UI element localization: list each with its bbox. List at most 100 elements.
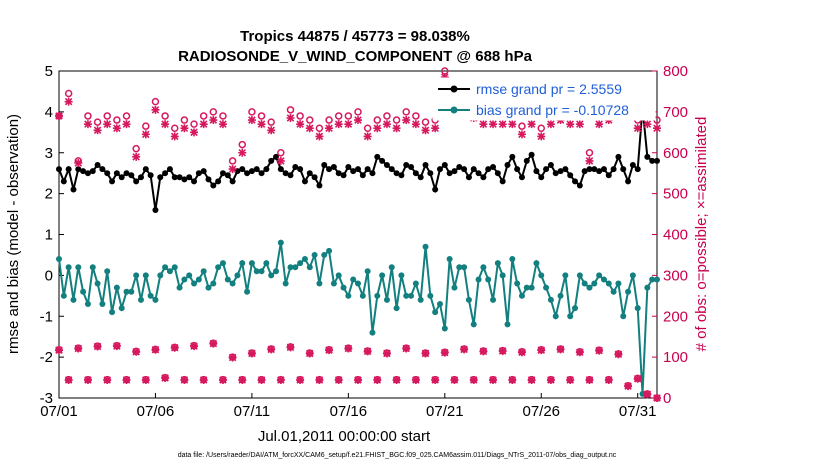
- obs-assimilated-marker: [296, 376, 305, 385]
- rmse-point: [490, 164, 497, 171]
- rmse-point: [80, 168, 87, 175]
- bias-point: [181, 276, 188, 283]
- x-tick-label: 07/16: [330, 403, 368, 420]
- obs-assimilated-marker: [421, 349, 430, 358]
- legend: rmse grand pr = 2.5559 bias grand pr = -…: [432, 77, 656, 121]
- obs-assimilated-marker: [132, 347, 141, 356]
- obs-possible-marker: [113, 116, 121, 124]
- obs-assimilated-marker: [209, 339, 218, 348]
- bias-point: [523, 284, 530, 291]
- bias-point: [65, 264, 72, 271]
- obs-assimilated-marker: [624, 382, 633, 391]
- rmse-point: [157, 174, 164, 181]
- bias-point: [610, 288, 617, 295]
- bias-point: [234, 272, 241, 279]
- legend-bias-label: bias grand pr = -0.10728: [476, 102, 629, 118]
- rmse-point: [99, 166, 106, 173]
- bias-point: [634, 305, 641, 312]
- rmse-point: [572, 178, 579, 185]
- rmse-point: [634, 166, 641, 173]
- obs-assimilated-marker: [431, 124, 440, 133]
- obs-assimilated-marker: [479, 347, 488, 356]
- rmse-point: [311, 174, 318, 181]
- bias-point: [191, 280, 198, 287]
- bias-point: [557, 292, 564, 299]
- obs-possible-marker: [170, 124, 179, 132]
- rmse-point: [528, 151, 535, 158]
- y-right-tick-label: 200: [663, 308, 688, 325]
- obs-assimilated-marker: [517, 348, 526, 357]
- y-tick-label: 2: [45, 186, 53, 203]
- rmse-point: [340, 172, 347, 179]
- plot-area: [59, 71, 657, 398]
- bias-point: [605, 280, 612, 287]
- rmse-point: [316, 182, 323, 189]
- obs-assimilated-marker: [402, 344, 411, 353]
- rmse-point: [335, 170, 342, 177]
- obs-assimilated-marker: [489, 120, 498, 129]
- rmse-point: [113, 170, 120, 177]
- bias-point: [253, 268, 260, 275]
- rmse-point: [475, 170, 482, 177]
- obs-assimilated-marker: [469, 376, 478, 385]
- bias-point: [374, 292, 381, 299]
- rmse-point: [567, 172, 574, 179]
- bias-point: [277, 239, 284, 246]
- obs-assimilated-marker: [286, 343, 295, 352]
- bias-point: [287, 264, 294, 271]
- obs-assimilated-marker: [74, 344, 83, 353]
- y-tick-label: -2: [40, 349, 53, 366]
- rmse-point: [364, 166, 371, 173]
- obs-assimilated-marker: [180, 124, 189, 133]
- obs-assimilated-marker: [305, 124, 314, 133]
- bias-point: [644, 284, 651, 291]
- obs-possible-marker: [277, 149, 285, 157]
- obs-assimilated-marker: [238, 376, 247, 385]
- rmse-point: [142, 166, 149, 173]
- bias-point: [567, 313, 574, 320]
- obs-possible-marker: [354, 108, 362, 116]
- rmse-point: [89, 168, 96, 175]
- obs-assimilated-marker: [344, 344, 353, 353]
- rmse-point: [403, 162, 410, 169]
- rmse-point: [605, 172, 612, 179]
- obs-assimilated-marker: [151, 105, 160, 114]
- rmse-point: [359, 172, 366, 179]
- obs-assimilated-marker: [575, 120, 584, 129]
- rmse-point: [137, 174, 144, 181]
- rmse-point: [253, 166, 260, 173]
- obs-assimilated-marker: [440, 73, 449, 82]
- obs-assimilated-marker: [498, 120, 507, 129]
- bias-point: [398, 272, 405, 279]
- rmse-point: [109, 178, 116, 185]
- obs-assimilated-marker: [334, 376, 343, 385]
- chart-subtitle: RADIOSONDE_V_WIND_COMPONENT @ 688 hPa: [178, 48, 533, 65]
- obs-assimilated-marker: [286, 114, 295, 123]
- obs-possible-marker: [84, 112, 92, 120]
- rmse-point: [268, 157, 275, 164]
- bias-point: [142, 272, 149, 279]
- obs-assimilated-marker: [653, 124, 661, 133]
- series-rmse: [56, 104, 660, 213]
- rmse-point: [350, 168, 357, 175]
- rmse-point: [128, 172, 135, 179]
- bias-point: [200, 268, 207, 275]
- obs-assimilated-marker: [508, 376, 517, 385]
- obs-assimilated-marker: [440, 348, 449, 357]
- bias-point: [301, 256, 308, 263]
- bias-point: [297, 260, 304, 267]
- bias-point: [326, 247, 333, 254]
- rmse-point: [65, 166, 72, 173]
- bias-point: [518, 292, 525, 299]
- bias-point: [345, 292, 352, 299]
- bias-point: [451, 284, 458, 291]
- bias-point: [56, 256, 62, 263]
- obs-possible-marker: [257, 112, 266, 120]
- obs-assimilated-marker: [161, 373, 170, 382]
- rmse-point: [263, 166, 270, 173]
- bias-point: [533, 260, 540, 267]
- rmse-point: [398, 172, 405, 179]
- obs-assimilated-marker: [363, 132, 372, 141]
- bias-point: [176, 284, 183, 291]
- obs-assimilated-marker: [228, 353, 237, 362]
